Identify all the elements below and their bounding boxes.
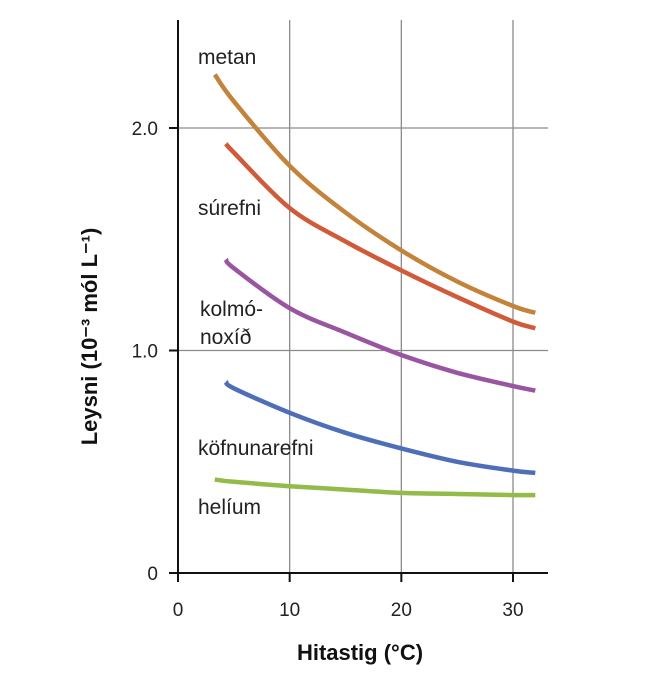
series-line-helium xyxy=(214,477,536,498)
series-line-kofnunarefni xyxy=(223,379,536,476)
series-line-metan xyxy=(212,73,536,315)
axes xyxy=(177,20,548,574)
series-label-metan: metan xyxy=(198,46,256,69)
x-axis-title: Hitastig (°C) xyxy=(297,640,423,665)
y-tick-label-0: 0 xyxy=(147,564,158,585)
x-tick-label-20: 20 xyxy=(391,600,412,621)
grid-lines xyxy=(178,20,548,573)
series-lines xyxy=(212,73,536,498)
series-label-kolmo-noxi--line-1: kolmó- xyxy=(200,298,263,321)
series-label-helium: helíum xyxy=(198,496,261,519)
y-axis-title: Leysni (10⁻³ mól L⁻¹) xyxy=(77,228,102,446)
x-tick-label-0: 0 xyxy=(173,600,184,621)
x-tick-label-10: 10 xyxy=(279,600,300,621)
series-line-kolmo-noxi- xyxy=(224,257,536,393)
series-line-surefni xyxy=(223,141,536,331)
series-label-kolmo-noxi--line-2: noxíð xyxy=(200,326,251,349)
series-labels: metan súrefni kolmó-noxíð köfnunarefni helíu… xyxy=(198,46,314,519)
y-tick-label-1.0: 1.0 xyxy=(132,342,158,363)
y-tick-label-2.0: 2.0 xyxy=(132,119,158,140)
axis-ticks: 0 10 20 30 0 1.0 2.0 xyxy=(132,119,524,621)
series-label-surefni: súrefni xyxy=(198,197,261,220)
x-tick-label-30: 30 xyxy=(502,600,523,621)
series-label-kofnunarefni: köfnunarefni xyxy=(198,437,314,460)
